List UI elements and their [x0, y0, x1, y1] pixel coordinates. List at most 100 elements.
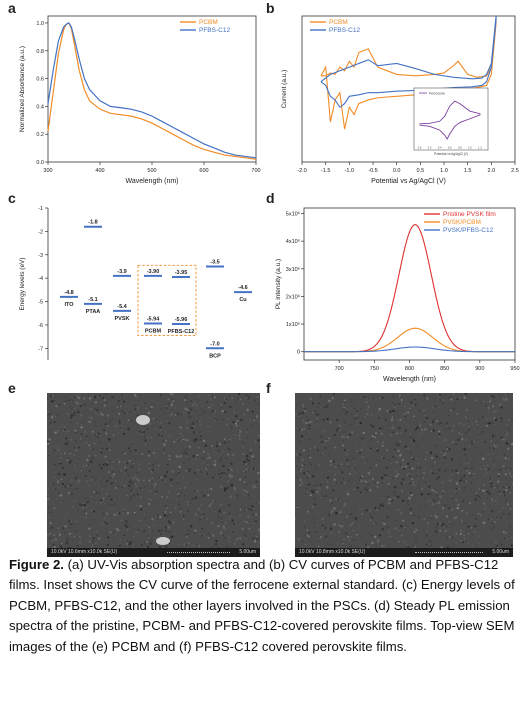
y-tick-label: 0.8	[36, 49, 44, 55]
y-axis-label: Energy levels (eV)	[19, 257, 26, 310]
panel-label-c: c	[8, 190, 16, 206]
layer-label: PFBS-C12	[168, 329, 195, 335]
legend-label: PFBS-C12	[329, 27, 360, 34]
energy-level-value: -5.4	[117, 304, 127, 310]
legend-label: PVSK/PFBS-C12	[443, 227, 494, 234]
layer-label: PVSK	[115, 316, 130, 322]
series-line	[304, 223, 515, 353]
panel-label-a: a	[8, 0, 16, 16]
x-tick-label: 0.0	[393, 168, 401, 174]
y-tick-label: 0	[297, 350, 300, 356]
y-tick-label: -1	[38, 206, 43, 212]
legend-label: PCBM	[329, 19, 348, 26]
caption-text: (a) UV-Vis absorption spectra and (b) CV…	[9, 557, 515, 654]
y-tick-label: 2x10⁶	[286, 293, 300, 300]
x-tick-label: 900	[475, 366, 484, 372]
sem-scale-e: 5.00um	[239, 549, 256, 555]
highlight-box	[137, 264, 197, 336]
layer-label: PTAA	[86, 309, 101, 315]
inset-frame	[413, 87, 489, 151]
y-tick-label: 1.0	[36, 21, 44, 27]
x-tick-label: 950	[510, 366, 519, 372]
y-axis-label: PL intensity (a.u.)	[275, 259, 282, 309]
energy-level-value: -5.96	[175, 317, 188, 323]
chart-b-cv: -2.0 -1.5 -1.0 -0.5 0.0 0.5 1.0 1.5 2.0 2.5 Potent…	[281, 15, 519, 185]
plot-frame	[47, 15, 257, 163]
panel-label-e: e	[8, 380, 16, 396]
series-line	[304, 327, 515, 353]
energy-level-value: -3.5	[210, 259, 219, 265]
x-tick-label: 700	[335, 366, 344, 372]
y-tick-label: -4	[38, 276, 43, 282]
energy-level-value: -4.8	[64, 290, 73, 296]
y-axis-label: Normalized Absorbance (a.u.)	[19, 46, 26, 132]
sem-info-e: 10.0kV 10.6mm x10.0k SE(U)	[51, 549, 118, 555]
x-axis-label: Potential vs Ag/AgCl (V)	[371, 178, 446, 185]
sem-scale-f: 5.00um	[492, 549, 509, 555]
y-tick-label: -6	[38, 323, 43, 329]
x-axis-label: Wavelength (nm)	[125, 178, 178, 185]
energy-level-value: -3.9	[117, 269, 126, 275]
panel-label-d: d	[266, 190, 275, 206]
y-axis-label: Current (a.u.)	[281, 70, 288, 109]
legend-label: PVSK/PCBM	[443, 219, 481, 226]
energy-level-value: -7.0	[210, 341, 219, 347]
series-line-pfbs-c12	[320, 15, 497, 109]
x-tick-label: 1.5	[464, 168, 472, 174]
x-tick-label: 500	[147, 168, 156, 174]
sem-scale-dots-e	[167, 552, 230, 553]
inset-x-tick-label: 0.0	[418, 146, 422, 150]
y-tick-label: 0.0	[36, 160, 44, 166]
sem-texture-e	[47, 393, 260, 550]
series-line-pcbm	[47, 22, 257, 160]
chart-d-pl-spectra: 700 750 800 850 900 950 0 1x10⁶ 2x10⁶ 3x10⁶ 4x10⁶ 5…	[275, 207, 520, 383]
sem-particle	[136, 415, 150, 425]
panel-label-f: f	[266, 380, 271, 396]
inset-legend-label: Ferrocene	[429, 92, 445, 96]
x-tick-label: 400	[95, 168, 104, 174]
x-tick-label: 0.5	[417, 168, 425, 174]
energy-level-value: -5.1	[88, 297, 97, 303]
energy-level-value: -1.8	[88, 220, 97, 226]
layer-label: BCP	[209, 353, 221, 359]
x-tick-label: 600	[199, 168, 208, 174]
sem-info-bar-f: 10.0kV 10.8mm x10.0k SE(U) 5.00um	[295, 548, 513, 557]
series-line	[304, 346, 515, 353]
sem-image-f: 10.0kV 10.8mm x10.0k SE(U) 5.00um	[295, 393, 513, 557]
inset-series-line	[419, 100, 481, 140]
sem-info-f: 10.0kV 10.8mm x10.0k SE(U)	[299, 549, 366, 555]
figure-caption: Figure 2. (a) UV-Vis absorption spectra …	[9, 555, 515, 657]
x-tick-label: 850	[440, 366, 449, 372]
y-tick-label: 5x10⁶	[286, 211, 300, 218]
x-axis-label: Wavelength (nm)	[383, 376, 436, 383]
y-tick-label: 1x10⁶	[286, 321, 300, 328]
x-tick-label: -2.0	[297, 168, 306, 174]
energy-level-value: -4.6	[238, 285, 247, 291]
inset-x-tick-label: 0.4	[438, 146, 442, 150]
y-tick-label: -3	[38, 253, 43, 259]
energy-level-value: -3.95	[175, 270, 188, 276]
legend-label: Pristine PVSK film	[443, 211, 496, 218]
x-tick-label: -1.0	[345, 168, 354, 174]
x-tick-label: 300	[43, 168, 52, 174]
series-line-pfbs-c12	[47, 22, 257, 159]
y-tick-label: -5	[38, 300, 43, 306]
inset-x-tick-label: 0.6	[448, 146, 452, 150]
panel-label-b: b	[266, 0, 275, 16]
inset-x-tick-label: 1.2	[478, 146, 482, 150]
y-tick-label: 3x10⁶	[286, 266, 300, 273]
layer-label: Cu	[239, 297, 246, 303]
chart-c-energy-levels: -1 -2 -3 -4 -5 -6 -7 Energy levels (eV) -4.8 ITO -…	[19, 206, 252, 360]
sem-info-bar-e: 10.0kV 10.6mm x10.0k SE(U) 5.00um	[47, 548, 260, 557]
x-tick-label: 750	[370, 366, 379, 372]
y-tick-label: 0.2	[36, 132, 44, 138]
y-tick-label: 0.6	[36, 77, 44, 83]
x-tick-label: 800	[405, 366, 414, 372]
sem-scale-dots-f	[415, 552, 483, 553]
sem-image-e: 10.0kV 10.6mm x10.0k SE(U) 5.00um	[47, 393, 260, 557]
y-tick-label: -2	[38, 229, 43, 235]
inset-x-axis-label: Potential vs Ag/AgCl (V)	[434, 152, 468, 156]
inset-x-tick-label: 1.0	[468, 146, 472, 150]
y-tick-label: 0.4	[36, 104, 44, 110]
layer-label: ITO	[64, 302, 74, 308]
